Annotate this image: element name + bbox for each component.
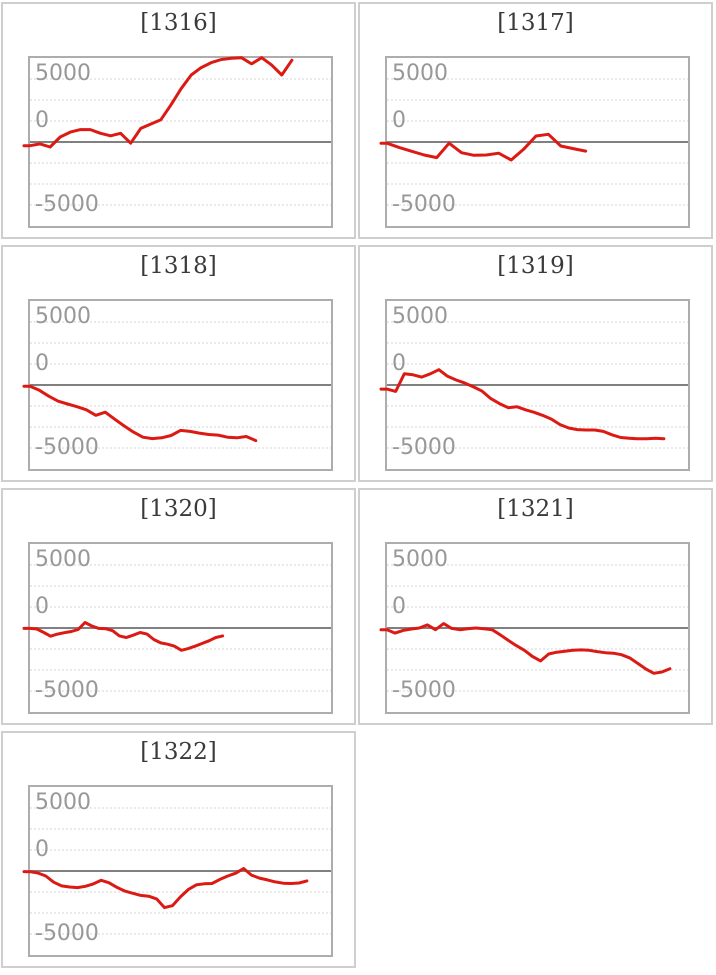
plot-area: 5000 0 -5000 bbox=[22, 56, 333, 228]
chart-panel: [1316] 5000 0 -5000 bbox=[1, 2, 356, 239]
y-axis-label-0: 0 bbox=[35, 837, 49, 862]
chart-panel: [1322] 5000 0 -5000 bbox=[1, 731, 356, 968]
y-axis-label-neg5000: -5000 bbox=[392, 435, 456, 460]
slump-line-chart bbox=[379, 564, 688, 692]
y-axis-label-5000: 5000 bbox=[35, 61, 91, 86]
y-axis-label-neg5000: -5000 bbox=[35, 435, 99, 460]
slump-line bbox=[379, 622, 672, 675]
chart-panel: [1319] 5000 0 -5000 bbox=[358, 245, 713, 482]
plot-inner: 5000 0 -5000 bbox=[22, 787, 331, 955]
plot-inner: 5000 0 -5000 bbox=[22, 544, 331, 712]
slump-line bbox=[22, 384, 258, 443]
plot-area: 5000 0 -5000 bbox=[22, 299, 333, 471]
chart-panel: [1317] 5000 0 -5000 bbox=[358, 2, 713, 239]
chart-panel: [1321] 5000 0 -5000 bbox=[358, 488, 713, 725]
slump-line-chart bbox=[22, 56, 331, 206]
slump-line-chart bbox=[22, 807, 331, 935]
slump-line bbox=[22, 56, 294, 149]
slump-line bbox=[379, 132, 588, 162]
chart-title: [1318] bbox=[140, 253, 217, 279]
chart-title: [1316] bbox=[140, 10, 217, 36]
plot-area: 5000 0 -5000 bbox=[22, 542, 333, 714]
slump-line-chart bbox=[22, 564, 331, 692]
chart-title: [1321] bbox=[497, 496, 574, 522]
y-axis-label-0: 0 bbox=[392, 108, 406, 133]
slump-line-chart bbox=[379, 321, 688, 449]
plot-area: 5000 0 -5000 bbox=[379, 56, 690, 228]
y-axis-label-0: 0 bbox=[35, 594, 49, 619]
y-axis-label-5000: 5000 bbox=[392, 547, 448, 572]
y-axis-label-neg5000: -5000 bbox=[35, 678, 99, 703]
y-axis-label-5000: 5000 bbox=[35, 790, 91, 815]
chart-title: [1320] bbox=[140, 496, 217, 522]
y-axis-label-neg5000: -5000 bbox=[35, 921, 99, 946]
y-axis-label-5000: 5000 bbox=[35, 547, 91, 572]
plot-inner: 5000 0 -5000 bbox=[379, 58, 688, 226]
plot-area: 5000 0 -5000 bbox=[379, 299, 690, 471]
y-axis-label-5000: 5000 bbox=[35, 304, 91, 329]
chart-title: [1319] bbox=[497, 253, 574, 279]
y-axis-label-neg5000: -5000 bbox=[35, 192, 99, 217]
y-axis-label-0: 0 bbox=[35, 108, 49, 133]
plot-inner: 5000 0 -5000 bbox=[379, 544, 688, 712]
y-axis-label-0: 0 bbox=[392, 351, 406, 376]
slump-line-chart bbox=[379, 78, 688, 206]
y-axis-label-neg5000: -5000 bbox=[392, 678, 456, 703]
plot-inner: 5000 0 -5000 bbox=[379, 301, 688, 469]
y-axis-label-0: 0 bbox=[392, 594, 406, 619]
plot-inner: 5000 0 -5000 bbox=[22, 301, 331, 469]
chart-panel: [1320] 5000 0 -5000 bbox=[1, 488, 356, 725]
chart-title: [1317] bbox=[497, 10, 574, 36]
slump-line bbox=[22, 867, 309, 910]
plot-area: 5000 0 -5000 bbox=[22, 785, 333, 957]
y-axis-label-neg5000: -5000 bbox=[392, 192, 456, 217]
slump-line-chart bbox=[22, 321, 331, 449]
y-axis-label-5000: 5000 bbox=[392, 61, 448, 86]
chart-title: [1322] bbox=[140, 739, 217, 765]
y-axis-label-5000: 5000 bbox=[392, 304, 448, 329]
slump-line bbox=[379, 368, 666, 441]
chart-panel: [1318] 5000 0 -5000 bbox=[1, 245, 356, 482]
slump-line bbox=[22, 621, 225, 652]
plot-area: 5000 0 -5000 bbox=[379, 542, 690, 714]
plot-inner: 5000 0 -5000 bbox=[22, 56, 331, 226]
y-axis-label-0: 0 bbox=[35, 351, 49, 376]
